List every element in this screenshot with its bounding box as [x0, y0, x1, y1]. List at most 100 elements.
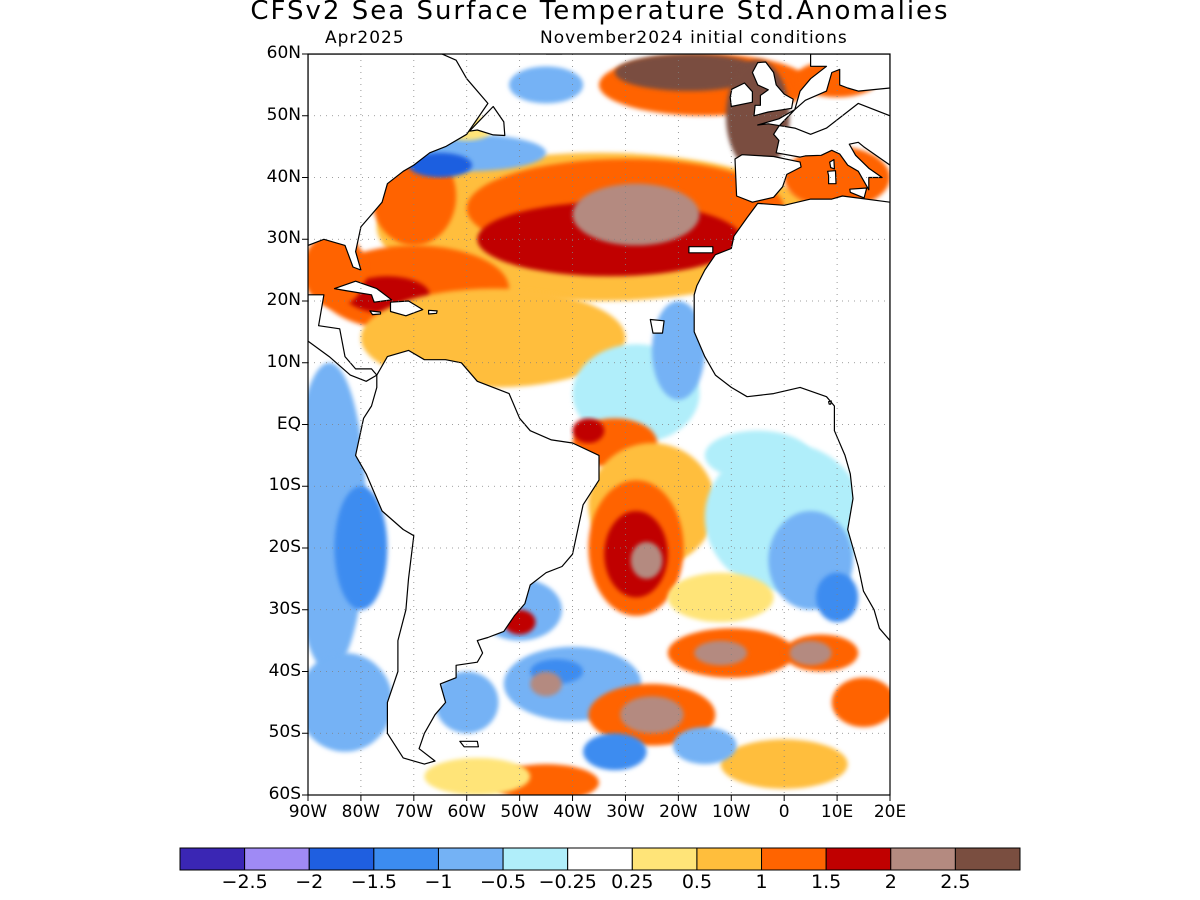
anomaly-patch — [667, 572, 774, 623]
lon-tick-label: 0 — [778, 802, 790, 822]
anomaly-patch — [630, 541, 663, 579]
anomaly-patch — [509, 66, 584, 104]
lat-tick-label: 60S — [268, 784, 301, 804]
lat-tick-label: 20S — [268, 537, 301, 557]
land-iberia — [734, 154, 802, 203]
lat-tick-label: EQ — [276, 413, 301, 434]
land-ireland — [729, 82, 753, 108]
lon-tick-label: 30W — [606, 802, 645, 822]
colorbar-label: −0.25 — [538, 871, 597, 893]
lon-tick-label: 90W — [288, 802, 328, 822]
lat-tick-label: 10N — [266, 351, 301, 372]
land-cuba — [333, 280, 393, 303]
colorbar-swatch — [373, 847, 439, 871]
lat-tick-label: 60N — [266, 43, 301, 63]
land-labrador — [308, 54, 447, 55]
land-cape-verde — [649, 318, 665, 334]
land-sicily — [849, 187, 868, 199]
coastlines — [308, 23, 890, 765]
anomaly-patch — [572, 418, 605, 444]
lon-tick-label: 10W — [712, 802, 751, 822]
colorbar-label: 0.25 — [611, 871, 654, 893]
plot-frame — [307, 53, 891, 796]
land-greenland-tip — [544, 54, 563, 55]
anomaly-patch — [620, 696, 684, 734]
anomaly-patch — [704, 430, 811, 481]
anomaly-patch — [308, 652, 393, 752]
colorbar-label: −2.5 — [221, 871, 268, 893]
lon-tick-label: 60W — [447, 802, 486, 822]
land-north-america — [308, 54, 489, 271]
anomaly-patch — [408, 152, 473, 178]
colorbar-label: −1.5 — [350, 871, 397, 893]
land-corsica — [829, 159, 835, 170]
lat-tick-label: 40N — [266, 166, 301, 187]
land-falklands — [459, 740, 479, 748]
land-africa — [693, 195, 890, 642]
land-europe-north — [757, 54, 890, 191]
colorbar-swatch — [696, 847, 763, 871]
initial-conditions: November2024 initial conditions — [540, 28, 848, 48]
lon-tick-label: 70W — [394, 802, 434, 822]
anomaly-patch — [424, 757, 531, 795]
colorbar-swatch — [437, 847, 504, 871]
land-iceland-edge — [657, 23, 715, 33]
colorbar — [179, 847, 1021, 871]
land-puerto-rico — [428, 309, 438, 315]
map-title: CFSv2 Sea Surface Temperature Std.Anomal… — [250, 0, 950, 26]
anomaly-patch — [583, 733, 647, 771]
colorbar-swatch — [890, 847, 956, 871]
lat-tick-label: 50S — [268, 722, 301, 743]
colorbar-swatch — [308, 847, 375, 871]
colorbar-label: 2.5 — [940, 871, 971, 893]
anomaly-patch — [720, 739, 848, 789]
land-hispaniola — [389, 300, 424, 317]
anomaly-patch — [815, 572, 859, 623]
colorbar-label: −1 — [424, 871, 453, 893]
lon-tick-label: 50W — [500, 802, 539, 822]
lon-tick-label: 10E — [820, 802, 854, 822]
colorbar-swatch — [954, 847, 1021, 871]
colorbar-label: 2 — [884, 871, 897, 893]
colorbar-swatch — [179, 847, 246, 871]
forecast-month: Apr2025 — [325, 28, 405, 48]
lat-tick-label: 30N — [266, 228, 301, 249]
anomaly-patch — [614, 54, 764, 92]
lon-tick-label: 80W — [341, 802, 381, 822]
land-britain — [751, 61, 794, 117]
anomaly-patch — [334, 486, 388, 610]
land-south-america — [355, 349, 600, 765]
anomaly-field — [308, 54, 890, 795]
land-bioko — [828, 400, 832, 405]
colorbar-label: 1 — [755, 871, 768, 893]
lon-tick-label: 40W — [553, 802, 592, 822]
lon-tick-label: 20E — [873, 802, 907, 822]
colorbar-swatch — [761, 847, 827, 871]
lat-tick-label: 50N — [266, 104, 301, 125]
anomaly-patch — [530, 671, 562, 697]
anomaly-patch — [673, 727, 737, 765]
land-newfoundland — [468, 105, 506, 137]
anomaly-patch — [694, 640, 748, 666]
lat-tick-label: 40S — [268, 660, 301, 681]
land-jamaica — [369, 310, 382, 316]
lon-tick-label: 20W — [659, 802, 698, 822]
land-central-america — [308, 294, 378, 382]
colorbar-label: −2 — [295, 871, 324, 893]
anomaly-patch — [831, 677, 890, 728]
lat-tick-label: 30S — [268, 598, 301, 619]
land-canaries — [688, 246, 714, 254]
colorbar-swatch — [567, 847, 633, 871]
colorbar-label: 0.5 — [681, 871, 713, 893]
colorbar-label: 1.5 — [811, 871, 842, 893]
colorbar-swatch — [502, 847, 569, 871]
anomaly-patch — [789, 640, 832, 666]
colorbar-label: −0.5 — [479, 871, 527, 893]
lat-tick-label: 10S — [268, 475, 301, 496]
lat-tick-label: 20N — [266, 290, 301, 310]
anomaly-patch — [572, 183, 700, 246]
anomaly-patch — [651, 301, 705, 400]
colorbar-swatch — [244, 847, 310, 871]
colorbar-swatch — [825, 847, 892, 871]
